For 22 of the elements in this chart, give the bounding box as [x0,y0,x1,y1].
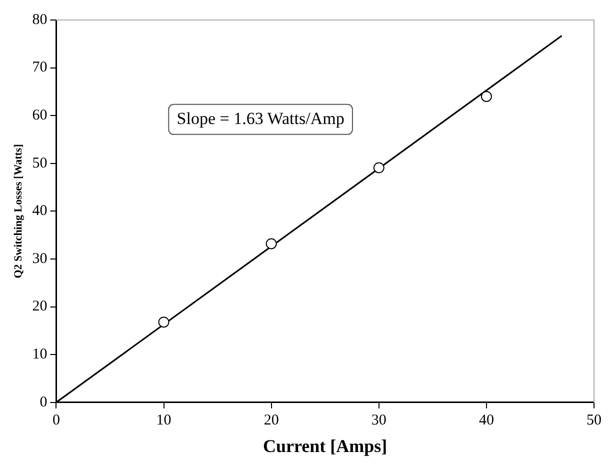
y-tick-label: 30 [32,250,48,267]
point [158,316,170,328]
x-tick-label: 50 [586,412,602,428]
y-tick-label: 70 [32,60,48,76]
x-tick-label: 10 [156,412,172,428]
y-tick-label: 40 [32,203,48,220]
point [266,238,277,250]
point [480,90,492,102]
x-tick-label: 30 [371,412,386,428]
x-tick-label: 40 [478,412,494,428]
annotation: Slope = 1.63 Watts/Amp [176,108,344,128]
y-tick-label: 60 [32,108,48,124]
y-tick-label: 10 [32,346,48,363]
x-tick-label: 20 [264,412,279,428]
y-tick-label: 0 [40,394,48,410]
y-tick-label: 20 [32,298,48,315]
x-axis-title: Current [Amps] [263,436,388,456]
y-tick-label: 50 [32,155,48,172]
y-axis-title: Q2 Switching Losses [Watts] [12,144,24,278]
point [373,162,384,174]
y-tick-label: 80 [32,12,48,28]
x-tick-label: 0 [52,412,60,428]
